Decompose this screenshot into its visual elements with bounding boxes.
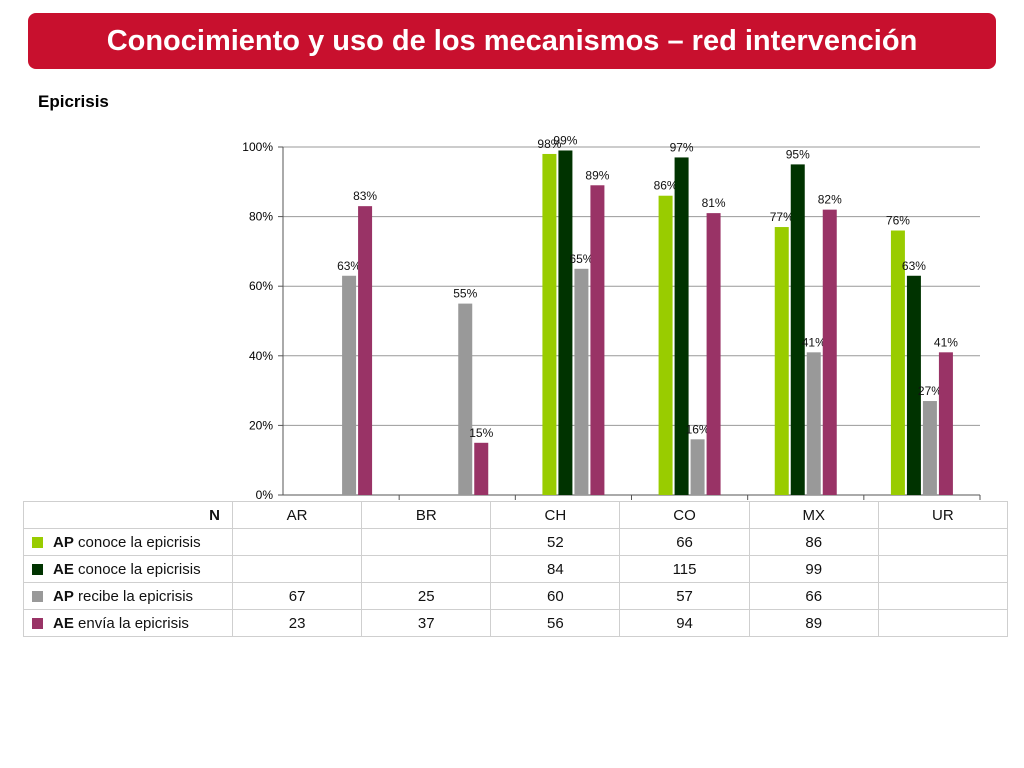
table-cell: 86 <box>748 528 879 556</box>
table-cell: 52 <box>490 528 621 556</box>
table-cell <box>877 582 1009 610</box>
table-cell <box>231 555 363 583</box>
col-header: UR <box>877 501 1009 529</box>
table-cell: 67 <box>231 582 363 610</box>
data-label: 16% <box>686 422 710 436</box>
data-label: 63% <box>902 259 926 273</box>
table-cell <box>877 609 1009 637</box>
data-label: 89% <box>585 168 609 182</box>
bar <box>590 185 605 495</box>
data-label: 77% <box>770 210 794 224</box>
data-label: 76% <box>886 214 910 228</box>
bar <box>790 164 805 495</box>
y-tick-label: 100% <box>242 140 273 154</box>
table-cell: 37 <box>361 609 492 637</box>
bar <box>806 352 821 495</box>
table-cell: 115 <box>619 555 750 583</box>
bar <box>706 213 721 495</box>
swatch-icon <box>32 590 43 602</box>
bar <box>822 209 837 495</box>
table-cell <box>877 528 1009 556</box>
bar <box>906 275 921 495</box>
bar <box>658 195 673 495</box>
data-label: 95% <box>786 147 810 161</box>
table-row: AE envía la epicrisis 23 37 56 94 89 <box>23 609 1009 637</box>
col-header: MX <box>748 501 879 529</box>
legend-ae-conoce: AE conoce la epicrisis <box>23 555 233 583</box>
y-tick-label: 80% <box>249 210 273 224</box>
swatch-icon <box>32 617 43 629</box>
data-label: 83% <box>353 189 377 203</box>
y-tick-label: 0% <box>256 488 274 500</box>
col-header: CO <box>619 501 750 529</box>
table-cell: 25 <box>361 582 492 610</box>
chart-subtitle: Epicrisis <box>38 92 109 111</box>
bar <box>690 439 705 495</box>
table-cell <box>361 528 492 556</box>
data-label: 63% <box>337 259 361 273</box>
table-cell <box>231 528 363 556</box>
data-label: 82% <box>818 193 842 207</box>
bar <box>342 275 357 495</box>
bar <box>774 227 789 496</box>
table-cell: 89 <box>748 609 879 637</box>
table-row: AP conoce la epicrisis 52 66 86 <box>23 528 1009 556</box>
table-row: AE conoce la epicrisis 84 115 99 <box>23 555 1009 583</box>
data-label: 81% <box>702 196 726 210</box>
title-banner: Conocimiento y uso de los mecanismos – r… <box>28 13 996 69</box>
data-label: 15% <box>469 426 493 440</box>
bar <box>574 268 589 495</box>
page-title: Conocimiento y uso de los mecanismos – r… <box>106 24 918 57</box>
data-label: 86% <box>654 179 678 193</box>
table-cell: 99 <box>748 555 879 583</box>
n-label: N <box>23 501 233 529</box>
bar <box>938 352 953 495</box>
col-header: BR <box>361 501 492 529</box>
table-cell: 66 <box>619 528 750 556</box>
col-header: AR <box>231 501 363 529</box>
bar <box>474 442 489 495</box>
data-label: 65% <box>569 252 593 266</box>
data-label: 97% <box>670 140 694 154</box>
table-cell: 56 <box>490 609 621 637</box>
data-label: 27% <box>918 384 942 398</box>
bar <box>890 230 905 495</box>
table-header-row: N AR BR CH CO MX UR <box>23 501 1009 529</box>
bar-chart: 0% 20% 40% 60% 80% 100% 63% 83% 55% 15% 98%99% 65% 8… <box>242 133 981 500</box>
col-header: CH <box>490 501 621 529</box>
legend-ap-conoce: AP conoce la epicrisis <box>23 528 233 556</box>
swatch-icon <box>32 563 43 575</box>
bar <box>358 206 373 495</box>
bar <box>558 150 573 496</box>
table-cell: 84 <box>490 555 621 583</box>
y-tick-label: 20% <box>249 418 273 432</box>
y-tick-label: 40% <box>249 349 273 363</box>
data-label: 41% <box>934 335 958 349</box>
table-cell: 23 <box>231 609 363 637</box>
table-cell <box>361 555 492 583</box>
table-row: AP recibe la epicrisis 67 25 60 57 66 <box>23 582 1009 610</box>
data-label: 99% <box>553 133 577 147</box>
data-label: 41% <box>802 335 826 349</box>
bar <box>674 157 689 495</box>
legend-ae-envia: AE envía la epicrisis <box>23 609 233 637</box>
table-cell <box>877 555 1009 583</box>
bar <box>458 303 473 495</box>
table-cell: 60 <box>490 582 621 610</box>
table-cell: 57 <box>619 582 750 610</box>
n-table: N AR BR CH CO MX UR AP conoce la epicris… <box>23 501 1009 637</box>
bar <box>922 401 937 495</box>
swatch-icon <box>32 536 43 548</box>
y-tick-label: 60% <box>249 279 273 293</box>
table-cell: 94 <box>619 609 750 637</box>
legend-ap-recibe: AP recibe la epicrisis <box>23 582 233 610</box>
data-label: 55% <box>453 287 477 301</box>
table-cell: 66 <box>748 582 879 610</box>
data-label: 98% <box>537 137 561 151</box>
bar <box>542 153 557 495</box>
